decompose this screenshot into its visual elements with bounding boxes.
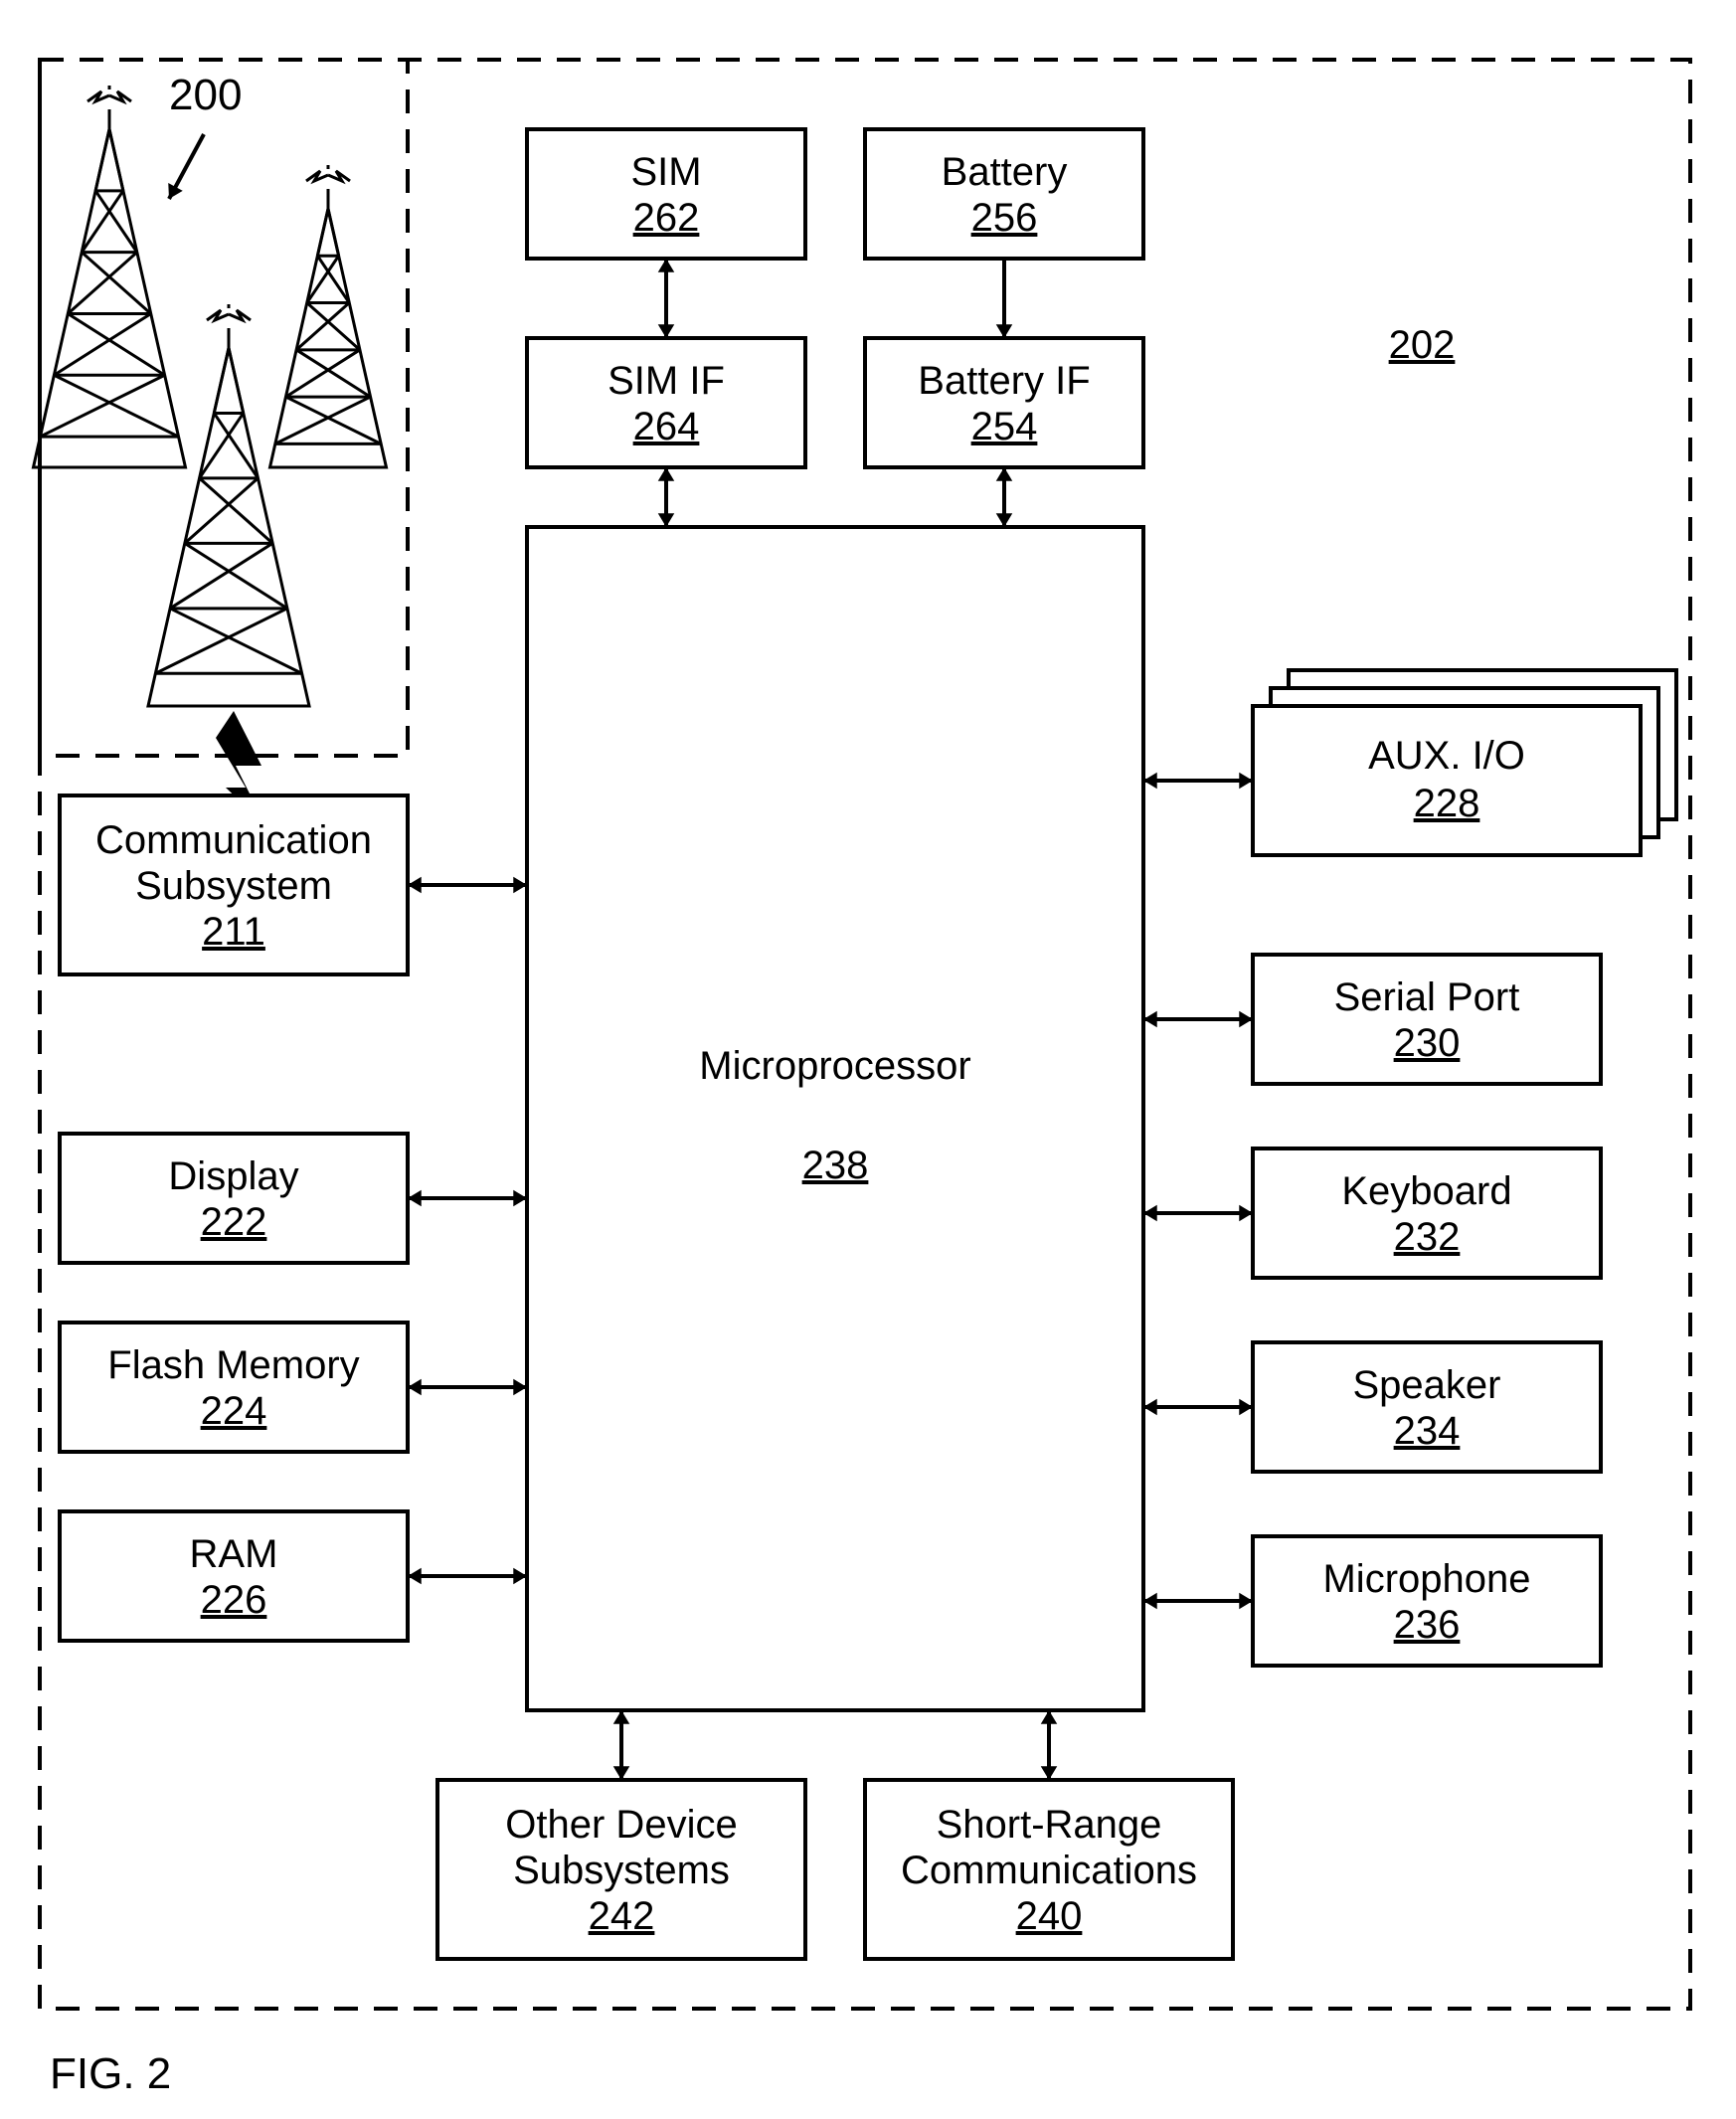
- display-block-label: Display: [168, 1154, 298, 1198]
- short-range-block-label: Communications: [901, 1849, 1197, 1892]
- display-block-num: 222: [201, 1200, 267, 1244]
- sim-block-num: 262: [633, 196, 700, 240]
- comm-subsystem-block-num: 211: [202, 910, 265, 954]
- ref-202: 202: [1389, 323, 1456, 367]
- microprocessor-label: Microprocessor: [699, 1044, 970, 1088]
- aux-io-label: AUX. I/O: [1368, 734, 1525, 778]
- mic-block-label: Microphone: [1322, 1557, 1530, 1601]
- serial-block-label: Serial Port: [1334, 975, 1520, 1019]
- microprocessor-block: [527, 527, 1143, 1710]
- comm-subsystem-block-label: Communication: [95, 818, 372, 862]
- other-subsystems-block-num: 242: [589, 1894, 655, 1938]
- battery-block-label: Battery: [942, 150, 1068, 194]
- ram-block-num: 226: [201, 1578, 267, 1622]
- keyboard-block-label: Keyboard: [1341, 1169, 1511, 1213]
- mic-block-num: 236: [1394, 1603, 1461, 1647]
- ram-block-label: RAM: [190, 1532, 278, 1576]
- aux-io-num: 228: [1414, 782, 1480, 825]
- serial-block-num: 230: [1394, 1021, 1461, 1065]
- batt-if-block-num: 254: [971, 405, 1038, 448]
- speaker-block-label: Speaker: [1353, 1363, 1501, 1407]
- sim-if-block-num: 264: [633, 405, 700, 448]
- other-subsystems-block-label: Other Device: [505, 1803, 737, 1847]
- network-boundary: [40, 60, 408, 756]
- sim-if-block-label: SIM IF: [608, 359, 725, 403]
- flash-block-num: 224: [201, 1389, 267, 1433]
- other-subsystems-block-label: Subsystems: [513, 1849, 730, 1892]
- batt-if-block-label: Battery IF: [918, 359, 1090, 403]
- ref-200: 200: [169, 71, 242, 119]
- figure-label: FIG. 2: [50, 2049, 171, 2098]
- keyboard-block-num: 232: [1394, 1215, 1461, 1259]
- aux-io-block: [1253, 706, 1641, 855]
- microprocessor-num: 238: [802, 1144, 869, 1187]
- sim-block-label: SIM: [630, 150, 701, 194]
- short-range-block-num: 240: [1016, 1894, 1083, 1938]
- speaker-block-num: 234: [1394, 1409, 1461, 1453]
- flash-block-label: Flash Memory: [107, 1343, 359, 1387]
- short-range-block-label: Short-Range: [937, 1803, 1162, 1847]
- battery-block-num: 256: [971, 196, 1038, 240]
- comm-subsystem-block-label: Subsystem: [135, 864, 332, 908]
